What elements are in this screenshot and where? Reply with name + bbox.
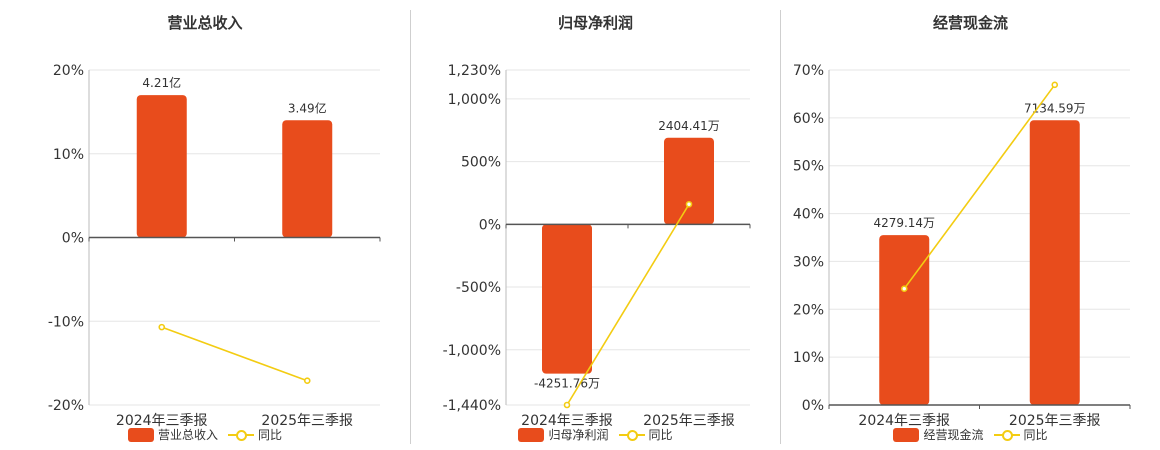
legend-bar-swatch [893, 427, 920, 442]
bar [136, 95, 187, 238]
chart-panel-cash-flow: 经营现金流 70% 60% 50% 40% 30% 20% 10% 0% 4279.14万 713… [781, 0, 1160, 450]
line-point [303, 377, 311, 385]
y-tick-label: 0% [802, 398, 824, 414]
y-tick-label: 10% [53, 147, 84, 163]
legend-line-label: 同比 [648, 428, 673, 442]
chart-legend: 营业总收入 同比 [0, 426, 410, 443]
y-tick-label: -1,000% [443, 343, 501, 359]
y-tick-label: 1,230% [448, 63, 501, 79]
bar-data-label: 3.49亿 [288, 100, 327, 115]
y-tick-label: -1,440% [443, 398, 501, 414]
line-point [1051, 81, 1059, 89]
legend-bar-swatch [518, 427, 545, 442]
y-tick-label: 20% [793, 302, 824, 318]
series-line [161, 326, 308, 382]
series-line [566, 203, 690, 406]
x-tick-label: 2025年三季报 [643, 413, 735, 429]
y-tick-label: 60% [793, 111, 824, 127]
y-tick-label: 0% [62, 231, 84, 247]
y-tick-label: -500% [456, 280, 501, 296]
y-tick-label: 10% [793, 350, 824, 366]
legend-line-label: 同比 [258, 428, 283, 442]
chart-title: 归母净利润 [557, 14, 633, 32]
bar-data-label: 4.21亿 [142, 75, 181, 90]
x-tick-label: 2024年三季报 [116, 413, 208, 429]
line-point [563, 401, 571, 409]
legend-item-line[interactable]: 同比 [228, 426, 282, 443]
y-tick-label: 50% [793, 159, 824, 175]
y-tick-label: 70% [793, 63, 824, 79]
y-tick-label: 20% [53, 63, 84, 79]
line-point [900, 285, 908, 293]
bar [282, 120, 333, 238]
legend-item-bar[interactable]: 营业总收入 [127, 426, 218, 443]
bar [879, 235, 930, 405]
line-point [685, 200, 693, 208]
legend-item-line[interactable]: 同比 [618, 426, 673, 443]
y-tick-label: 1,000% [448, 92, 501, 108]
bar-data-label: -4251.76万 [534, 377, 600, 391]
chart-plot: 1,230% 1,000% 500% 0% -500% -1,000% -1,440% -42… [443, 63, 751, 429]
x-tick-label: 2025年三季报 [1009, 413, 1101, 429]
bar-data-label: 4279.14万 [873, 216, 935, 230]
legend-line-swatch [618, 428, 645, 442]
x-tick-label: 2024年三季报 [858, 413, 950, 429]
legend-bar-swatch [127, 427, 154, 442]
bar [542, 224, 592, 374]
chart-panel-revenue: 营业总收入 20% 10% 0% -10% -20% 4.21亿 3.49亿 2024年三季报… [0, 0, 410, 450]
chart-plot: 20% 10% 0% -10% -20% 4.21亿 3.49亿 2024年三季报 2025年三… [48, 63, 381, 429]
line-point [158, 323, 166, 331]
y-tick-label: 500% [461, 155, 501, 171]
bar [1029, 120, 1080, 405]
bar-data-label: 2404.41万 [658, 119, 720, 133]
panel-divider [410, 10, 411, 444]
legend-item-bar[interactable]: 经营现金流 [893, 426, 984, 443]
legend-bar-label: 归母净利润 [548, 428, 609, 442]
legend-item-line[interactable]: 同比 [993, 426, 1048, 443]
legend-line-swatch [228, 428, 254, 442]
panel-divider [780, 10, 781, 444]
x-tick-label: 2024年三季报 [521, 413, 613, 429]
legend-bar-label: 经营现金流 [923, 428, 984, 442]
chart-title: 营业总收入 [167, 14, 243, 32]
legend-line-swatch [993, 428, 1020, 442]
legend-bar-label: 营业总收入 [157, 428, 218, 442]
legend-line-label: 同比 [1023, 428, 1048, 442]
series-line [903, 84, 1056, 290]
y-tick-label: -20% [48, 398, 84, 414]
y-tick-label: 40% [793, 207, 824, 223]
legend-item-bar[interactable]: 归母净利润 [518, 426, 609, 443]
chart-panel-net-profit: 归母净利润 1,230% 1,000% 500% 0% -500% -1,000% -1,4… [411, 0, 780, 450]
y-tick-label: 0% [479, 217, 501, 233]
y-tick-label: -10% [48, 314, 84, 330]
chart-legend: 经营现金流 同比 [781, 426, 1160, 443]
chart-title: 经营现金流 [932, 14, 1008, 32]
y-tick-label: 30% [793, 254, 824, 270]
bar [664, 137, 714, 225]
chart-legend: 归母净利润 同比 [411, 426, 780, 443]
chart-plot: 70%60%50%40%30%20%10%0%4279.14万7134.59万2… [793, 63, 1131, 429]
x-tick-label: 2025年三季报 [261, 413, 353, 429]
